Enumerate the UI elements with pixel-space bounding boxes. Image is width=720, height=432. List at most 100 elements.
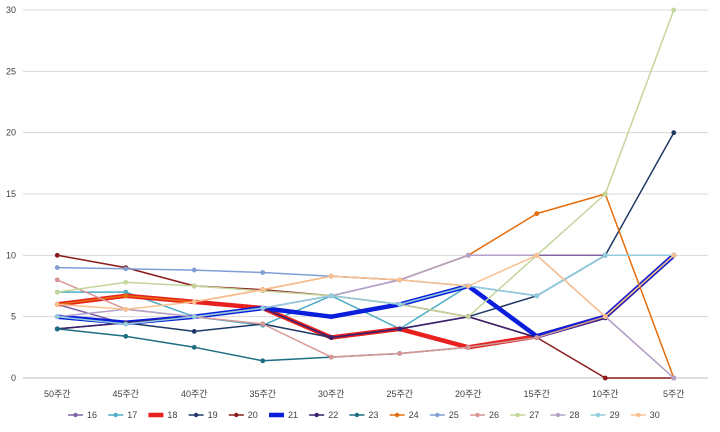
legend-swatch-marker — [153, 412, 159, 418]
legend-label: 18 — [167, 410, 177, 420]
data-point — [671, 375, 677, 381]
data-point — [123, 293, 129, 299]
x-axis: 50주간 45주간 40주간 35주간 30주간 25주간 20주간 15주간 10주간 5주간 — [23, 377, 708, 399]
data-point — [534, 335, 540, 340]
y-axis-ticks: 0 5 10 15 20 25 30 — [6, 5, 16, 383]
data-point — [123, 321, 129, 327]
legend-label: 30 — [650, 410, 660, 420]
legend-label: 27 — [529, 410, 539, 420]
data-point — [260, 270, 266, 275]
legend-swatch-marker — [595, 412, 601, 418]
data-point — [671, 130, 677, 136]
legend-item: 17 — [108, 410, 137, 420]
x-tick-label: 50주간 — [44, 389, 71, 399]
legend-item: 21 — [269, 410, 298, 420]
legend-item: 30 — [630, 410, 660, 420]
legend-swatch-marker — [113, 412, 118, 418]
x-tick-label: 40주간 — [181, 389, 208, 399]
data-point — [54, 302, 60, 307]
legend-label: 26 — [489, 410, 499, 420]
data-point — [397, 351, 403, 356]
legend-swatch-marker — [73, 412, 78, 418]
series-line — [56, 193, 675, 379]
data-point — [54, 252, 60, 258]
legend-item: 18 — [148, 410, 177, 420]
data-point — [328, 335, 334, 340]
data-point — [465, 314, 471, 320]
data-point — [602, 375, 608, 381]
data-point — [397, 302, 403, 307]
series-group — [54, 7, 677, 381]
data-point — [123, 266, 129, 272]
legend-swatch-marker — [636, 412, 641, 418]
series-line — [56, 254, 675, 297]
y-tick-label: 0 — [11, 373, 16, 383]
data-point — [191, 328, 197, 334]
data-point — [260, 358, 266, 364]
legend-label: 16 — [87, 410, 97, 420]
series-29 — [54, 252, 677, 327]
data-point — [465, 283, 471, 289]
legend-item: 27 — [510, 410, 539, 420]
x-tick-label: 10주간 — [592, 389, 619, 399]
data-point — [123, 333, 129, 339]
legend-item: 23 — [349, 410, 378, 420]
series-line — [56, 254, 675, 318]
data-point — [54, 265, 60, 270]
data-point — [328, 273, 334, 279]
data-point — [328, 293, 334, 299]
data-point — [602, 314, 608, 320]
legend: 16 17 18 19 20 21 22 23 24 25 26 27 28 29 30 — [68, 410, 660, 420]
data-point — [54, 277, 60, 283]
data-point — [123, 289, 129, 295]
gridlines — [23, 9, 708, 379]
legend-label: 17 — [127, 410, 137, 420]
legend-item: 20 — [228, 410, 258, 420]
legend-swatch-marker — [435, 412, 440, 418]
x-tick-label: 20주간 — [455, 389, 482, 399]
data-point — [191, 344, 197, 350]
legend-item: 26 — [470, 410, 499, 420]
legend-label: 24 — [409, 410, 419, 420]
series-25 — [54, 252, 677, 299]
data-point — [465, 252, 471, 258]
data-point — [465, 344, 471, 350]
legend-item: 19 — [188, 410, 218, 420]
x-tick-label: 15주간 — [523, 389, 550, 399]
legend-swatch-marker — [354, 412, 360, 418]
series-line — [56, 254, 675, 362]
x-tick-label: 5주간 — [663, 389, 685, 399]
x-tick-label: 25주간 — [386, 389, 413, 399]
legend-label: 19 — [208, 410, 218, 420]
data-point — [260, 287, 266, 293]
legend-label: 25 — [449, 410, 459, 420]
legend-label: 21 — [288, 410, 298, 420]
series-24 — [54, 191, 677, 381]
data-point — [191, 267, 197, 273]
y-tick-label: 15 — [6, 189, 16, 199]
data-point — [123, 306, 129, 312]
data-point — [397, 277, 403, 283]
y-tick-label: 5 — [11, 312, 16, 322]
legend-label: 29 — [610, 410, 620, 420]
data-point — [602, 252, 608, 258]
y-tick-label: 20 — [6, 128, 16, 138]
series-30 — [54, 252, 677, 320]
legend-swatch-marker — [193, 412, 199, 418]
legend-swatch-marker — [394, 412, 400, 418]
data-point — [671, 7, 677, 13]
data-point — [54, 326, 60, 332]
data-point — [54, 314, 60, 320]
legend-label: 20 — [248, 410, 258, 420]
data-point — [54, 289, 60, 295]
legend-item: 28 — [550, 410, 579, 420]
data-point — [191, 283, 197, 289]
data-point — [397, 326, 403, 332]
legend-swatch-marker — [475, 412, 480, 418]
data-point — [602, 191, 608, 197]
data-point — [328, 354, 334, 360]
legend-item: 22 — [309, 410, 338, 420]
data-point — [123, 279, 129, 285]
legend-swatch-marker — [274, 412, 279, 418]
